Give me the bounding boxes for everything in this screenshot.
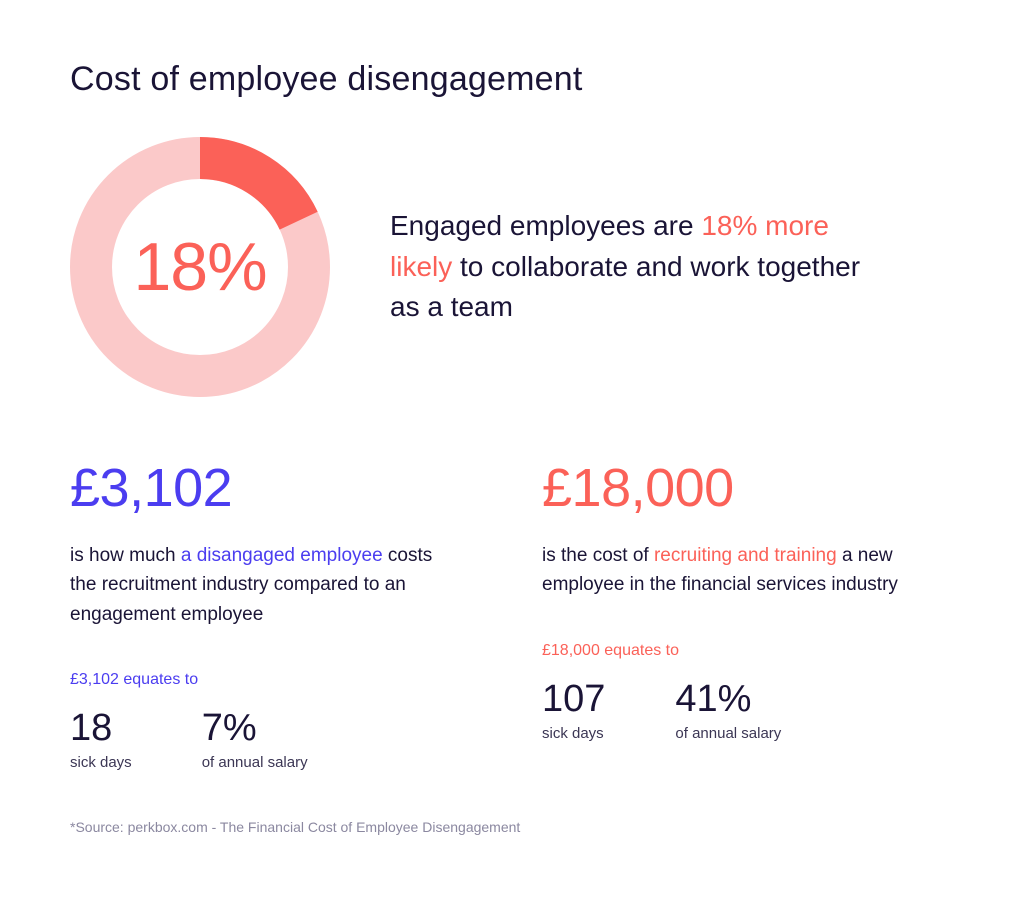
- left-metric-1-value: 7%: [202, 707, 308, 750]
- right-value: £18,000: [542, 457, 954, 519]
- left-metric-0-label: sick days: [70, 754, 132, 771]
- donut-center-label: 18%: [70, 137, 330, 397]
- right-metric-1: 41% of annual salary: [675, 678, 781, 742]
- left-column: £3,102 is how much a disangaged employee…: [70, 457, 482, 771]
- hero-text-pre: Engaged employees are: [390, 210, 701, 241]
- left-value: £3,102: [70, 457, 482, 519]
- hero-text: Engaged employees are 18% more likely to…: [390, 206, 890, 328]
- right-metrics: 107 sick days 41% of annual salary: [542, 678, 954, 742]
- source-footnote: *Source: perkbox.com - The Financial Cos…: [70, 819, 954, 835]
- left-metrics: 18 sick days 7% of annual salary: [70, 707, 482, 771]
- left-desc-pre: is how much: [70, 545, 181, 566]
- right-desc-pre: is the cost of: [542, 545, 654, 566]
- left-metric-0-value: 18: [70, 707, 132, 750]
- right-metric-1-value: 41%: [675, 678, 781, 721]
- left-description: is how much a disangaged employee costs …: [70, 541, 450, 629]
- right-metric-0-label: sick days: [542, 725, 605, 742]
- left-metric-1: 7% of annual salary: [202, 707, 308, 771]
- right-description: is the cost of recruiting and training a…: [542, 541, 922, 600]
- right-column: £18,000 is the cost of recruiting and tr…: [542, 457, 954, 771]
- left-equates: £3,102 equates to: [70, 671, 482, 689]
- hero-row: 18% Engaged employees are 18% more likel…: [70, 137, 954, 397]
- right-desc-highlight: recruiting and training: [654, 545, 837, 566]
- page-title: Cost of employee disengagement: [70, 60, 954, 99]
- right-metric-0: 107 sick days: [542, 678, 605, 742]
- right-equates: £18,000 equates to: [542, 642, 954, 660]
- right-metric-1-label: of annual salary: [675, 725, 781, 742]
- left-desc-highlight: a disangaged employee: [181, 545, 383, 566]
- left-metric-0: 18 sick days: [70, 707, 132, 771]
- right-metric-0-value: 107: [542, 678, 605, 721]
- hero-text-post: to collaborate and work together as a te…: [390, 251, 860, 323]
- left-metric-1-label: of annual salary: [202, 754, 308, 771]
- columns: £3,102 is how much a disangaged employee…: [70, 457, 954, 771]
- donut-chart: 18%: [70, 137, 330, 397]
